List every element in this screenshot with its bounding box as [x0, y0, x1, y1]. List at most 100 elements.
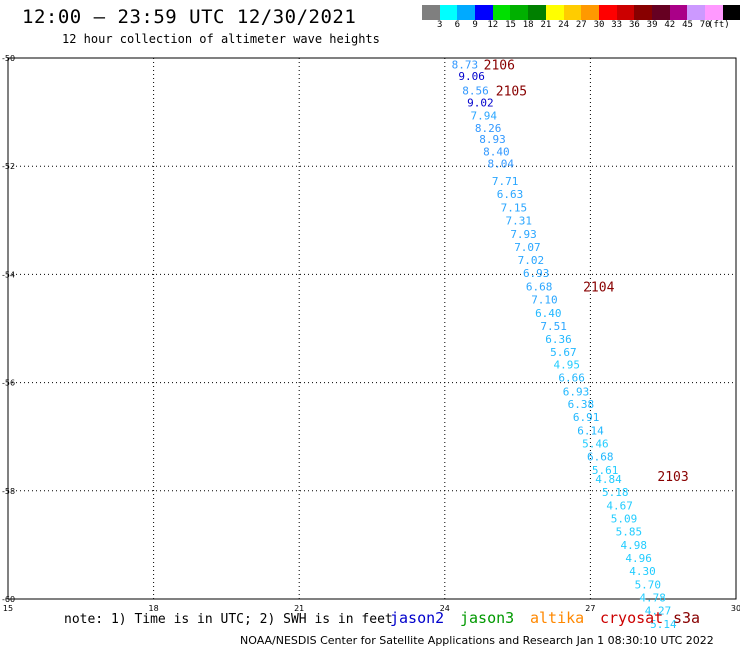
color-swatch	[722, 5, 740, 20]
time-label: 2106	[484, 58, 515, 73]
legend-jason2: jason2	[390, 609, 445, 627]
swh-value: 9.02	[467, 96, 494, 109]
swh-value: 9.06	[458, 70, 485, 83]
swh-value: 6.68	[526, 280, 553, 293]
swh-value: 8.56	[462, 84, 489, 97]
swh-value: 5.14	[650, 618, 677, 631]
swh-value: 5.85	[616, 525, 643, 538]
swh-value: 6.66	[558, 372, 585, 385]
swh-value: 7.15	[501, 201, 528, 214]
swh-value: 4.84	[595, 473, 622, 486]
swh-value: 4.30	[629, 565, 656, 578]
color-scale-label: 45	[682, 20, 693, 30]
color-swatch	[687, 5, 705, 20]
color-scale-label: 9	[472, 20, 478, 30]
x-tick-label: 21	[294, 604, 304, 613]
color-scale-label: 18	[522, 20, 534, 30]
swh-value: 7.07	[514, 241, 541, 254]
legend-cryosat: cryosat	[600, 609, 664, 627]
legend-s3a: s3a	[673, 609, 701, 627]
swh-value: 7.31	[505, 214, 532, 227]
time-label: 2103	[657, 470, 688, 485]
swh-value: 5.61	[592, 464, 619, 477]
swh-value: 6.91	[573, 411, 600, 424]
color-scale-label: 6	[454, 20, 461, 30]
time-label: 2104	[583, 280, 614, 295]
color-swatch	[705, 5, 723, 20]
swh-value: 4.67	[606, 499, 633, 512]
color-scale-label: 21	[540, 20, 552, 30]
swh-value: 4.95	[554, 359, 581, 372]
x-tick-label: 18	[149, 604, 159, 613]
y-tick-label: -54	[2, 270, 15, 279]
color-swatch	[492, 5, 511, 20]
swh-value: 7.94	[471, 109, 498, 122]
color-swatch	[581, 5, 599, 20]
color-scale-label: 3	[436, 20, 443, 30]
swh-value: 8.40	[483, 146, 510, 159]
color-swatch	[510, 5, 529, 20]
swh-value: 7.02	[518, 254, 545, 267]
swh-value: 5.70	[635, 578, 662, 591]
swh-value: 8.93	[479, 133, 506, 146]
color-scale-label: 24	[558, 20, 570, 30]
color-scale-label: 70	[699, 20, 711, 30]
swh-value: 6.63	[497, 188, 524, 201]
y-tick-label: -56	[2, 379, 15, 388]
swh-value: 6.40	[535, 307, 562, 320]
color-swatch	[545, 5, 564, 20]
color-swatch	[439, 5, 458, 20]
swh-value: 4.98	[620, 539, 647, 552]
color-swatch	[616, 5, 635, 20]
swh-value: 5.18	[602, 486, 629, 499]
swh-value: 7.71	[492, 175, 519, 188]
page-title: 12:00 – 23:59 UTC 12/30/2021	[22, 6, 357, 28]
x-tick-label: 27	[585, 604, 595, 613]
x-tick-label: 15	[3, 604, 13, 613]
color-scale-label: 39	[646, 20, 658, 30]
footer-note: note: 1) Time is in UTC; 2) SWH is in fe…	[64, 612, 393, 627]
color-scale-bar	[422, 5, 740, 20]
swh-value: 5.67	[550, 346, 577, 359]
color-scale-label: 15	[505, 20, 516, 30]
color-swatch	[475, 5, 493, 20]
color-swatch	[651, 5, 670, 20]
swh-value: 4.78	[639, 591, 666, 604]
color-scale-labels: 3 6 9 12 15 18 21 24 27 30 33 36 39 42 45 70 (ft)	[422, 20, 740, 32]
y-tick-label: -50	[2, 54, 15, 63]
swh-value: 6.14	[577, 425, 604, 438]
color-swatch	[422, 5, 440, 20]
swh-value: 8.73	[452, 58, 479, 71]
swh-value: 5.46	[582, 438, 609, 451]
credit-line: NOAA/NESDIS Center for Satellite Applica…	[240, 634, 714, 647]
x-tick-label: 30	[731, 604, 740, 613]
color-scale-label: 42	[664, 20, 676, 30]
swh-value: 6.68	[587, 451, 614, 464]
color-scale-label: 30	[593, 20, 605, 30]
swh-value: 7.51	[540, 320, 567, 333]
y-tick-label: -60	[2, 595, 15, 604]
color-swatch	[563, 5, 582, 20]
time-labels: 2106 2105 2104 2103	[484, 58, 689, 485]
color-swatch	[528, 5, 546, 20]
color-swatch	[598, 5, 617, 20]
swh-value: 6.38	[568, 398, 595, 411]
swh-value: 8.26	[475, 122, 502, 135]
color-swatch	[457, 5, 476, 20]
swh-value: 4.96	[625, 552, 652, 565]
legend-altika: altika	[530, 609, 585, 627]
y-tick-label: -58	[2, 487, 15, 496]
time-label: 2105	[496, 84, 527, 99]
swh-value: 6.36	[545, 333, 572, 346]
y-tick-label: -52	[2, 162, 15, 171]
y-tick-labels: -50 -52 -54 -56 -58 -60	[2, 54, 15, 604]
swh-value: 6.93	[523, 267, 550, 280]
x-tick-label: 24	[440, 604, 450, 613]
data-values: 8.739.068.569.027.948.268.938.408.04 7.71…	[452, 58, 677, 630]
page-subtitle: 12 hour collection of altimeter wave hei…	[62, 32, 380, 46]
color-scale-label: 27	[575, 20, 587, 30]
swh-value: 8.04	[488, 157, 515, 170]
legend-jason3: jason3	[460, 609, 515, 627]
color-scale-label: 36	[628, 20, 640, 30]
